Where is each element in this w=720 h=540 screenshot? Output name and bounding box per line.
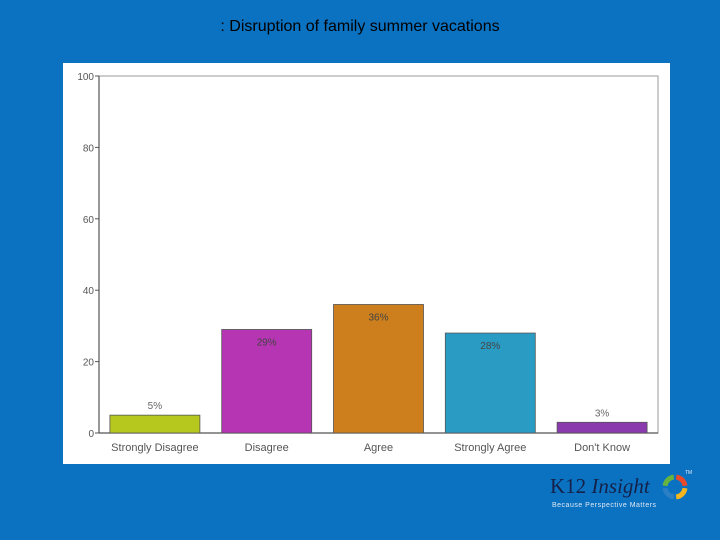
bar [221,329,313,434]
logo-ring-segment [662,487,675,500]
x-tick-label: Agree [364,442,393,454]
x-tick-label: Strongly Agree [454,442,526,454]
x-tick-label: Don't Know [574,442,630,454]
bar [556,421,648,434]
x-tick-label: Disagree [245,442,289,454]
y-tick-label: 100 [77,72,94,83]
brand-logo-block: K12 Insight TM Because Perspective Matte… [548,470,698,515]
y-tick-label: 60 [83,215,95,226]
bar-chart: 0 20 40 60 80 100 5% 29% 36% 28% 3% Strongly Disa… [77,72,659,454]
y-tick-label: 20 [83,358,95,369]
bar [333,304,424,434]
logo-ring-segment [675,474,688,487]
y-tick-label: 0 [88,429,94,440]
bar-value-label: 28% [480,341,500,352]
bar [444,332,536,434]
slide-title: : Disruption of family summer vacations [220,18,500,35]
bar-value-label: 3% [595,408,610,419]
bar-value-label: 36% [368,312,388,323]
ring-logo-icon [662,474,688,500]
y-tick-label: 40 [83,286,95,297]
trademark-mark: TM [685,470,693,476]
logo-ring-segment [662,474,675,487]
brand-name-k12: K12 [550,474,587,498]
bar-value-label: 29% [257,337,277,348]
logo-ring-segment [675,487,688,500]
bar [109,414,201,434]
bar-value-label: 5% [148,401,163,412]
x-tick-label: Strongly Disagree [111,442,198,454]
chart-panel: 0 20 40 60 80 100 5% 29% 36% 28% 3% Strongly Disa… [63,63,670,464]
brand-name: K12 Insight [550,474,650,499]
brand-tagline: Because Perspective Matters [552,502,657,509]
brand-name-insight: Insight [591,474,650,498]
y-tick-label: 80 [83,143,95,154]
